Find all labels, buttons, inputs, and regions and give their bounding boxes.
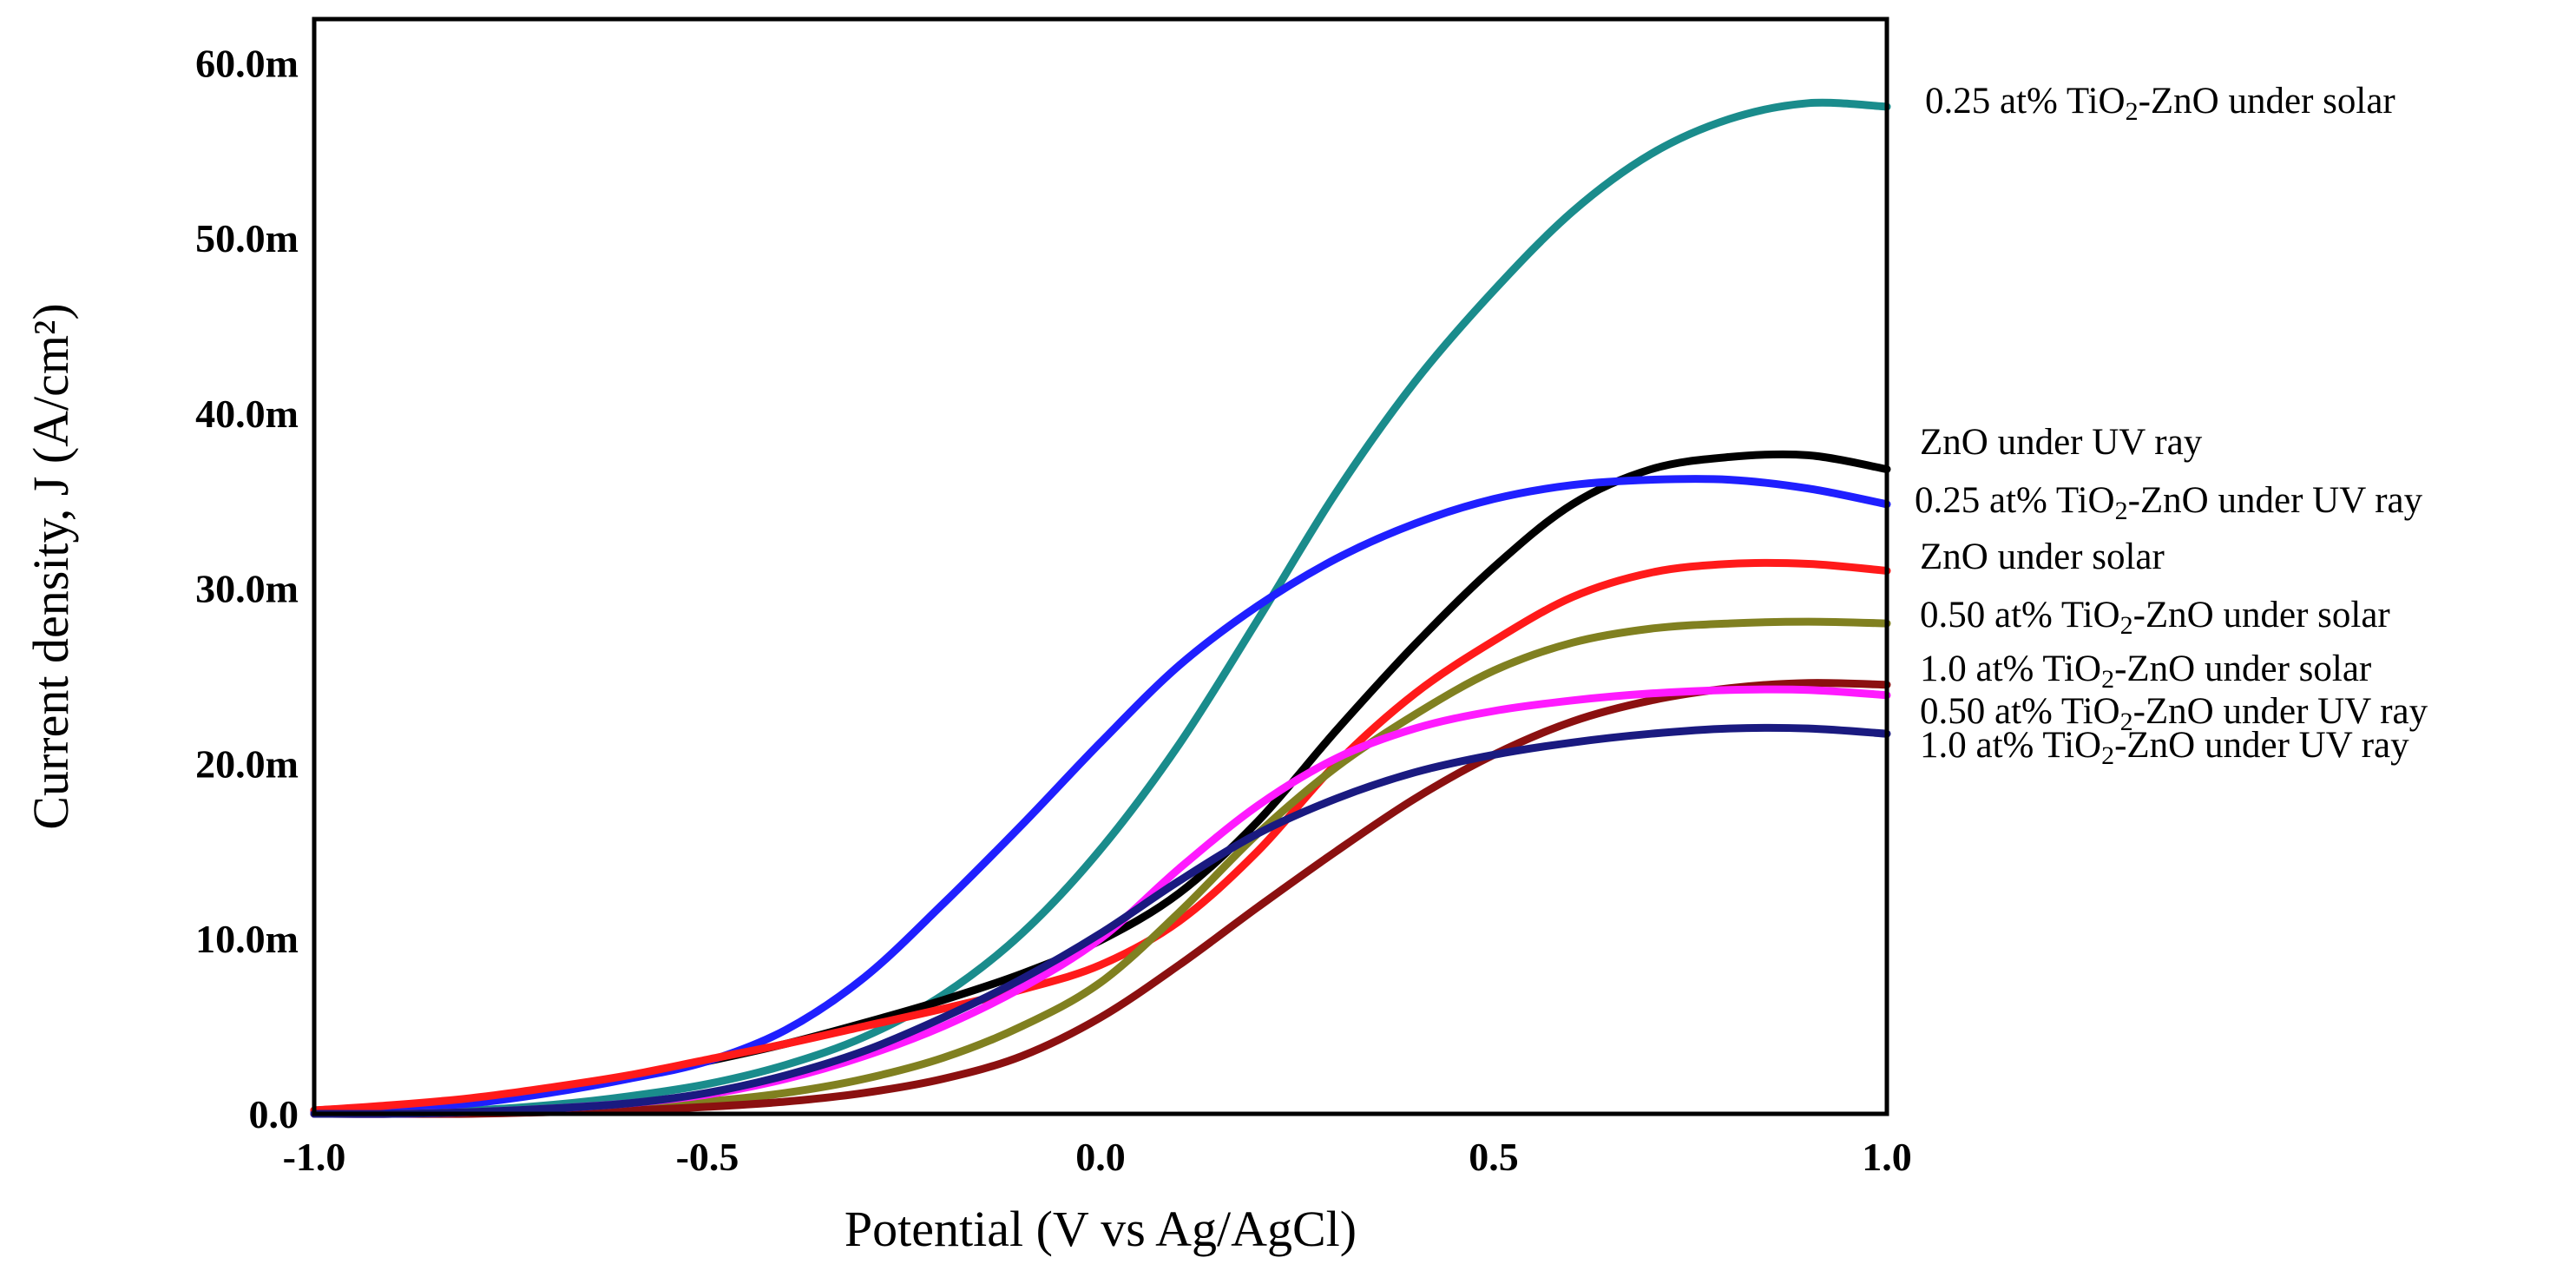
series-line	[310, 558, 1891, 1115]
x-axis-title: Potential (V vs Ag/AgCl)	[844, 1201, 1357, 1257]
legend-label: 0.25 at% TiO2-ZnO under solar	[1925, 81, 2395, 126]
x-tick-label: 0.0	[1075, 1135, 1126, 1179]
y-tick-label: 10.0m	[195, 917, 299, 961]
legend-label: 0.50 at% TiO2-ZnO under UV ray	[1920, 691, 2428, 736]
series-line	[310, 679, 1891, 1118]
y-tick-label: 50.0m	[195, 216, 299, 260]
x-tick-label: 0.5	[1469, 1135, 1519, 1179]
legend: 0.25 at% TiO2-ZnO under solar ZnO under U…	[1915, 81, 2428, 770]
legend-label: 0.50 at% TiO2-ZnO under solar	[1920, 595, 2390, 640]
series-lines	[310, 98, 1891, 1118]
legend-label: ZnO under solar	[1920, 537, 2165, 577]
series-line	[310, 475, 1891, 1116]
legend-label: 0.25 at% TiO2-ZnO under UV ray	[1915, 480, 2423, 525]
series-line	[310, 723, 1891, 1118]
y-tick-label: 60.0m	[195, 41, 299, 85]
y-axis-title: Current density, J (A/cm²)	[23, 303, 79, 829]
legend-label: 1.0 at% TiO2-ZnO under UV ray	[1920, 725, 2409, 770]
x-tick-label: 1.0	[1862, 1135, 1912, 1179]
legend-label: ZnO under UV ray	[1920, 422, 2203, 463]
x-tick-label: -1.0	[283, 1135, 346, 1179]
legend-label: 1.0 at% TiO2-ZnO under solar	[1920, 649, 2371, 694]
y-tick-label: 30.0m	[195, 567, 299, 611]
plot-frame	[312, 16, 1889, 1116]
series-line	[310, 98, 1891, 1118]
series-line	[310, 685, 1891, 1118]
y-tick-label: 0.0	[249, 1092, 299, 1136]
series-line	[310, 450, 1891, 1115]
y-tick-label: 40.0m	[195, 392, 299, 436]
y-tick-label: 20.0m	[195, 741, 299, 786]
axis-ticks: -1.0 -0.5 0.0 0.5 1.0 0.0 10.0m 20.0m 30.0m 40.0m…	[195, 41, 1912, 1179]
x-tick-label: -0.5	[676, 1135, 739, 1179]
